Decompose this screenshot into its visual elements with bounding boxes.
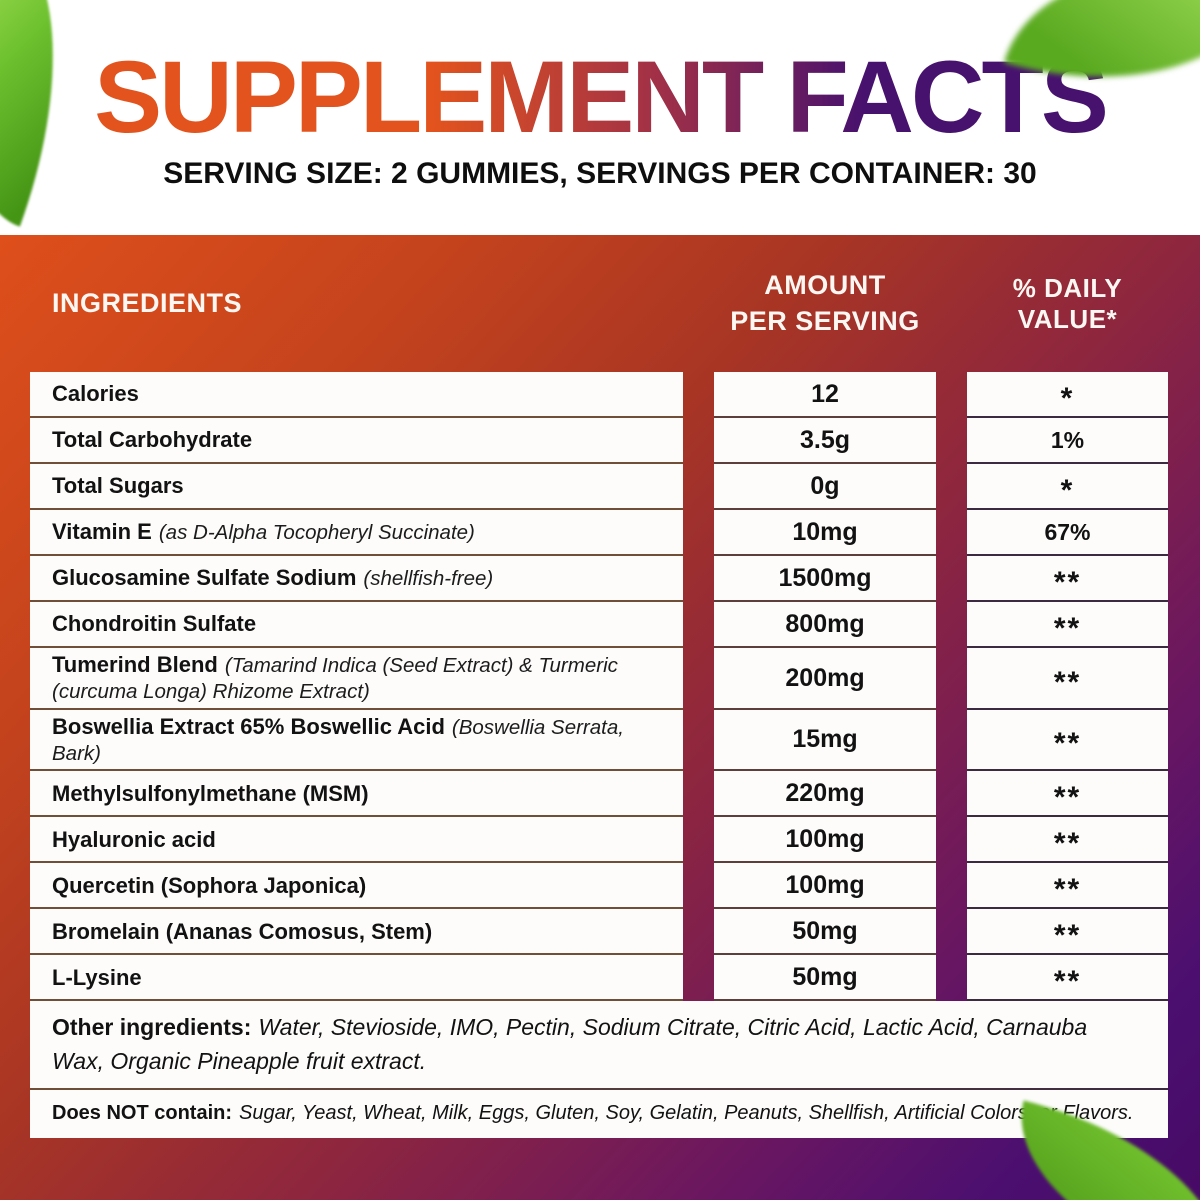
ingredient-name: Calories: [52, 381, 139, 407]
other-ingredients-block: Other ingredients: Water, Stevioside, IMO…: [30, 1001, 1168, 1090]
ingredient-note: (as D-Alpha Tocopheryl Succinate): [158, 521, 475, 545]
daily-value-cell: **: [967, 955, 1168, 1002]
ingredient-text-wrap: Vitamin E (as D-Alpha Tocopheryl Succinat…: [52, 518, 475, 546]
ingredient-name: Total Sugars: [52, 473, 184, 499]
amount-cell: 0g: [714, 464, 936, 510]
daily-value-cell: *: [967, 464, 1168, 510]
ingredient-note: (Boswellia Serrata, Bark): [52, 716, 624, 765]
ingredient-name: Hyaluronic acid: [52, 826, 216, 852]
ingredient-note: (Tamarind Indica (Seed Extract) & Turmer…: [52, 654, 618, 703]
ingredient-note: (shellfish-free): [363, 567, 494, 591]
ingredient-cell: Calories: [30, 372, 683, 418]
daily-value-cell: *: [967, 372, 1168, 418]
other-ingredients-label: Other ingredients:: [52, 1014, 252, 1041]
ingredient-name: Boswellia Extract 65% Boswellic Acid: [52, 714, 445, 739]
ingredient-text-wrap: Chondroitin Sulfate: [52, 610, 256, 638]
column-header-amount-line1: AMOUNT: [764, 270, 886, 301]
ingredient-cell: Total Carbohydrate: [30, 418, 683, 464]
amount-cell: 100mg: [714, 817, 936, 864]
ingredient-name: Chondroitin Sulfate: [52, 611, 257, 637]
ingredient-cell: Total Sugars: [30, 464, 683, 510]
column-header-daily-value: % DAILY VALUE*: [1012, 272, 1123, 334]
ingredient-name: L-Lysine: [52, 964, 142, 990]
column-header-amount: AMOUNT PER SERVING: [714, 268, 936, 338]
ingredient-text-wrap: Methylsulfonylmethane (MSM): [52, 780, 369, 808]
ingredient-cell: Bromelain (Ananas Comosus, Stem): [30, 909, 683, 956]
column-header-ingredients: INGREDIENTS: [52, 288, 243, 318]
daily-value-cell: **: [967, 863, 1168, 910]
ingredient-cell: Methylsulfonylmethane (MSM): [30, 771, 683, 818]
daily-value-cell: **: [967, 556, 1168, 602]
daily-value-cell: **: [967, 648, 1168, 710]
other-ingredients-text-wrap: Other ingredients: Water, Stevioside, IMO…: [52, 1011, 1144, 1078]
amount-cell: 200mg: [714, 648, 936, 710]
daily-value-cell: 67%: [967, 510, 1168, 556]
does-not-contain-list: Sugar, Yeast, Wheat, Milk, Eggs, Gluten,…: [239, 1102, 1134, 1125]
facts-table: Calories 12 * Total Carbohydrate 3.5g 1%…: [0, 372, 1200, 1138]
amount-cell: 3.5g: [714, 418, 936, 464]
does-not-contain-block: Does NOT contain: Sugar, Yeast, Wheat, Mi…: [30, 1089, 1168, 1138]
amount-cell: 100mg: [714, 863, 936, 910]
ingredient-name: Glucosamine Sulfate Sodium: [52, 565, 357, 591]
daily-value-cell: **: [967, 771, 1168, 818]
daily-value-cell: 1%: [967, 418, 1168, 464]
ingredient-cell: L-Lysine: [30, 955, 683, 1002]
amount-cell: 1500mg: [714, 556, 936, 602]
daily-value-cell: **: [967, 817, 1168, 864]
ingredient-text-wrap: Quercetin (Sophora Japonica): [52, 872, 366, 900]
daily-value-cell: **: [967, 602, 1168, 648]
amount-cell: 10mg: [714, 510, 936, 556]
ingredient-text-wrap: Calories: [52, 380, 139, 408]
does-not-contain-text-wrap: Does NOT contain: Sugar, Yeast, Wheat, Mi…: [52, 1099, 1133, 1128]
amount-cell: 800mg: [714, 602, 936, 648]
daily-value-cell: **: [967, 710, 1168, 772]
ingredient-cell: Quercetin (Sophora Japonica): [30, 863, 683, 910]
ingredient-text-wrap: Glucosamine Sulfate Sodium (shellfish-fre…: [52, 564, 493, 592]
ingredient-name: Methylsulfonylmethane (MSM): [52, 780, 369, 806]
ingredient-text-wrap: Boswellia Extract 65% Boswellic Acid (Bos…: [52, 713, 671, 766]
ingredient-text-wrap: Total Carbohydrate: [52, 426, 252, 454]
serving-info: SERVING SIZE: 2 GUMMIES, SERVINGS PER CO…: [163, 157, 1037, 190]
amount-cell: 50mg: [714, 909, 936, 956]
ingredient-name: Bromelain (Ananas Comosus, Stem): [52, 918, 433, 944]
amount-cell: 50mg: [714, 955, 936, 1002]
other-ingredients-list: Water, Stevioside, IMO, Pectin, Sodium C…: [52, 1014, 1088, 1074]
daily-value-cell: **: [967, 909, 1168, 956]
ingredient-name: Vitamin E: [52, 519, 152, 545]
ingredient-name: Quercetin (Sophora Japonica): [52, 872, 367, 898]
does-not-contain-label: Does NOT contain:: [52, 1102, 233, 1125]
amount-cell: 220mg: [714, 771, 936, 818]
ingredient-name: Tumerind Blend: [52, 652, 218, 678]
ingredient-text-wrap: L-Lysine: [52, 964, 142, 992]
ingredient-cell: Chondroitin Sulfate: [30, 602, 683, 648]
column-header-amount-line2: PER SERVING: [730, 305, 920, 336]
ingredient-text-wrap: Tumerind Blend (Tamarind Indica (Seed Ext…: [52, 651, 671, 704]
amount-cell: 15mg: [714, 710, 936, 772]
ingredient-text-wrap: Bromelain (Ananas Comosus, Stem): [52, 918, 432, 946]
page-title: SUPPLEMENT FACTS: [0, 46, 1200, 148]
ingredient-cell: Tumerind Blend (Tamarind Indica (Seed Ext…: [30, 648, 683, 710]
ingredient-cell: Hyaluronic acid: [30, 817, 683, 864]
facts-panel: INGREDIENTS AMOUNT PER SERVING % DAILY V…: [0, 235, 1200, 1200]
ingredient-cell: Vitamin E (as D-Alpha Tocopheryl Succinat…: [30, 510, 683, 556]
ingredient-name: Total Carbohydrate: [52, 427, 253, 453]
amount-cell: 12: [714, 372, 936, 418]
table-header: INGREDIENTS AMOUNT PER SERVING % DAILY V…: [0, 235, 1200, 372]
ingredient-cell: Glucosamine Sulfate Sodium (shellfish-fre…: [30, 556, 683, 602]
ingredient-text-wrap: Total Sugars: [52, 472, 184, 500]
ingredient-cell: Boswellia Extract 65% Boswellic Acid (Bos…: [30, 710, 683, 772]
ingredient-text-wrap: Hyaluronic acid: [52, 826, 216, 854]
